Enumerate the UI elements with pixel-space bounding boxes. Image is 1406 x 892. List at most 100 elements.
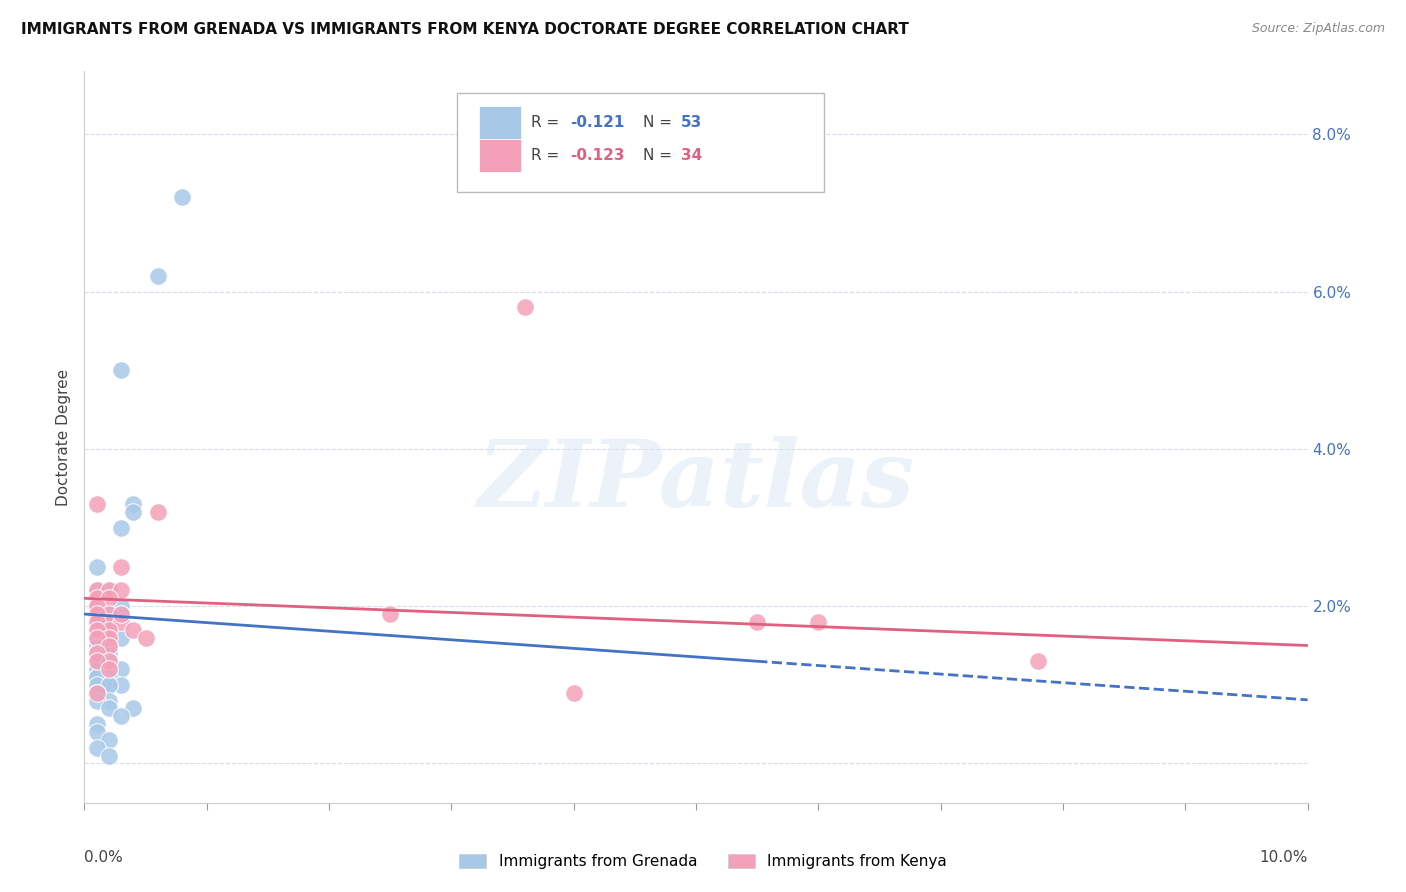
Point [97,591,120,606]
Point [747,615,769,629]
Point [86,725,108,739]
Point [86,497,108,511]
Point [86,591,108,606]
Point [97,654,120,668]
Point [110,583,132,598]
Point [513,301,536,315]
Point [97,678,120,692]
Point [146,268,169,283]
Point [97,732,120,747]
Point [86,686,108,700]
Point [97,615,120,629]
Point [86,670,108,684]
Point [97,639,120,653]
Point [86,615,108,629]
Point [807,615,830,629]
FancyBboxPatch shape [479,139,522,171]
Point [97,639,120,653]
Point [97,623,120,637]
Point [86,693,108,707]
Point [110,709,132,723]
Legend: Immigrants from Grenada, Immigrants from Kenya: Immigrants from Grenada, Immigrants from… [453,848,953,875]
Point [86,607,108,621]
Point [110,607,132,621]
Text: 34: 34 [682,148,703,163]
Point [122,701,145,715]
Point [86,631,108,645]
Point [97,678,120,692]
Point [86,583,108,598]
Point [86,670,108,684]
Point [86,646,108,660]
Point [1028,654,1050,668]
Point [86,740,108,755]
Y-axis label: Doctorate Degree: Doctorate Degree [56,368,72,506]
Text: R =: R = [531,148,564,163]
Point [86,639,108,653]
Point [97,583,120,598]
Point [86,631,108,645]
Text: N =: N = [644,148,678,163]
Point [97,662,120,676]
Text: R =: R = [531,115,564,130]
Point [86,662,108,676]
Point [86,686,108,700]
Point [122,623,145,637]
Point [110,607,132,621]
Point [86,599,108,614]
Text: N =: N = [644,115,678,130]
Text: -0.121: -0.121 [569,115,624,130]
Point [86,623,108,637]
Point [110,559,132,574]
Point [86,670,108,684]
Text: 53: 53 [682,115,703,130]
FancyBboxPatch shape [457,94,824,192]
Point [110,631,132,645]
Point [86,607,108,621]
Point [97,654,120,668]
Point [110,678,132,692]
Point [110,615,132,629]
Point [86,615,108,629]
Point [97,615,120,629]
Point [86,654,108,668]
Point [86,559,108,574]
Point [86,623,108,637]
Point [110,520,132,534]
Point [86,599,108,614]
Point [97,646,120,660]
Text: Source: ZipAtlas.com: Source: ZipAtlas.com [1251,22,1385,36]
Point [97,623,120,637]
Point [97,607,120,621]
Text: -0.123: -0.123 [569,148,624,163]
Point [86,717,108,731]
Point [97,654,120,668]
Point [97,701,120,715]
Point [110,599,132,614]
Point [86,583,108,598]
Point [86,631,108,645]
Point [86,639,108,653]
Point [97,631,120,645]
Point [110,363,132,377]
Point [97,693,120,707]
Point [86,646,108,660]
Point [86,654,108,668]
Text: ZIPatlas: ZIPatlas [478,436,914,526]
Point [135,631,157,645]
FancyBboxPatch shape [479,106,522,138]
Point [97,662,120,676]
Point [86,686,108,700]
Point [97,607,120,621]
Point [97,670,120,684]
Point [86,678,108,692]
Point [172,190,194,204]
Point [110,662,132,676]
Point [86,662,108,676]
Point [86,646,108,660]
Point [122,497,145,511]
Point [122,505,145,519]
Point [562,686,585,700]
Text: 10.0%: 10.0% [1260,850,1308,865]
Point [380,607,402,621]
